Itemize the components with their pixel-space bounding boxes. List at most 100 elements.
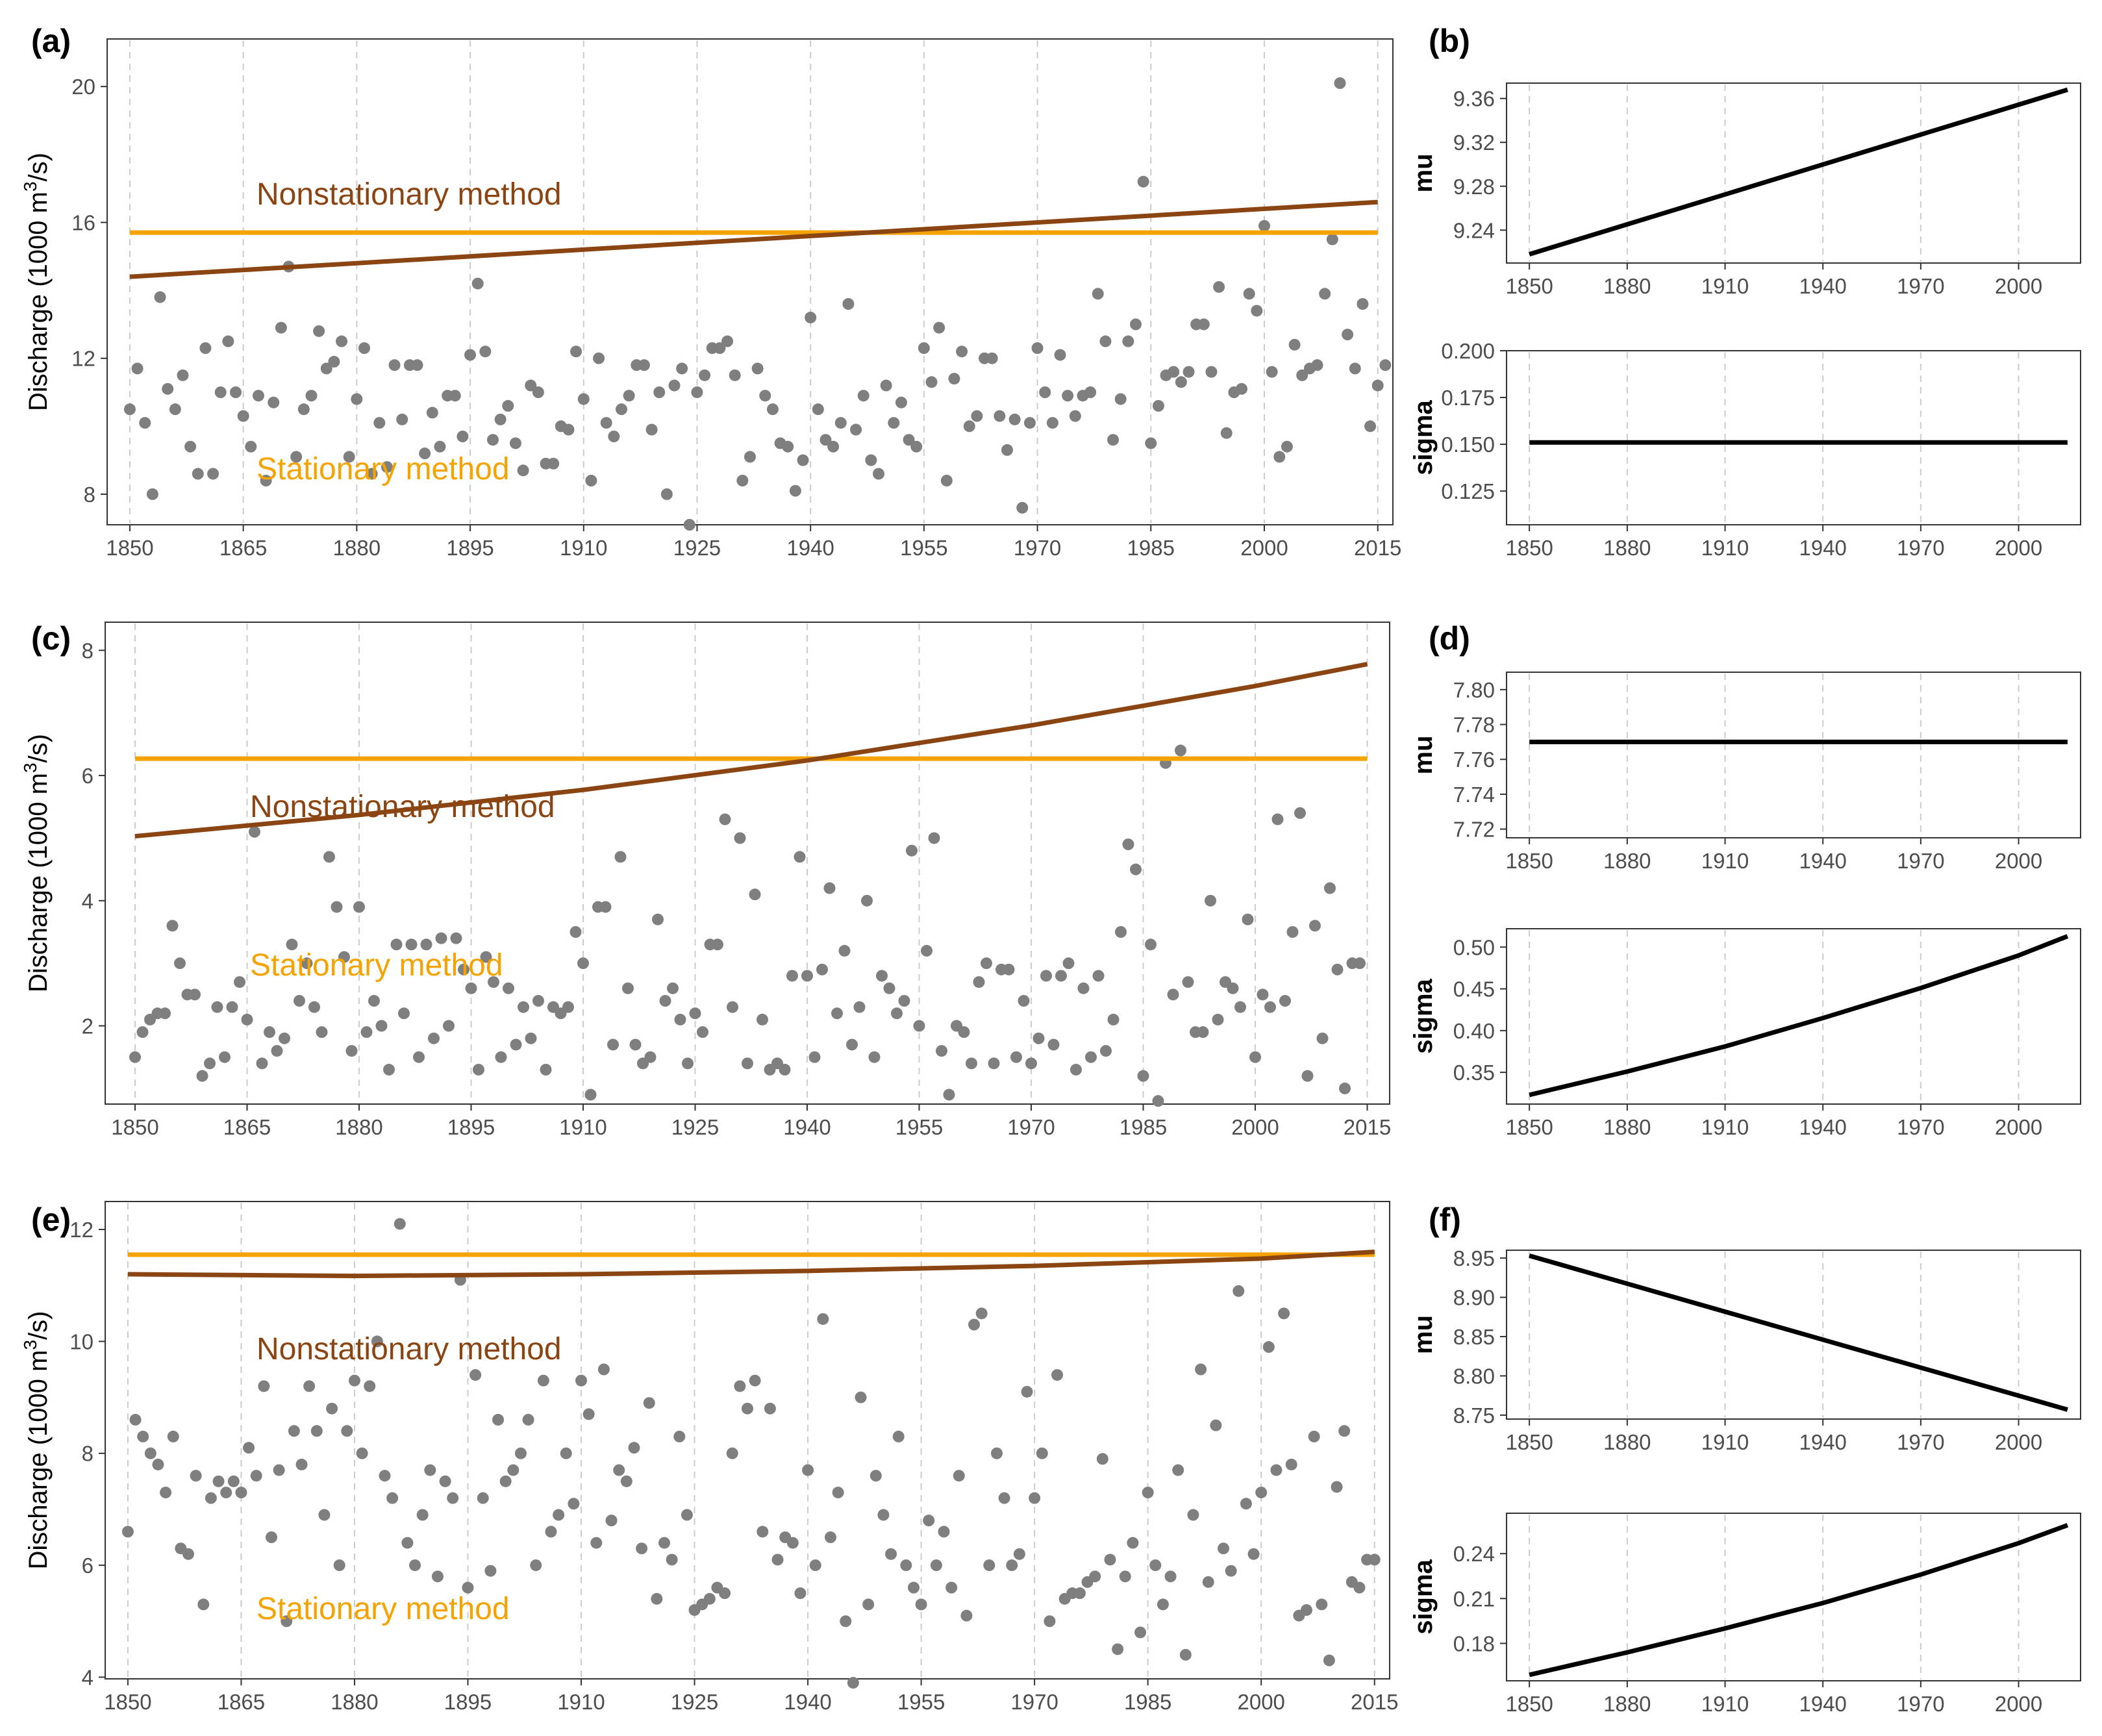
x-tick-label: 1850 <box>1505 1692 1553 1716</box>
data-point <box>766 403 779 416</box>
x-tick-label: 1910 <box>557 1690 605 1714</box>
data-point <box>205 1492 217 1504</box>
data-point <box>220 1487 232 1499</box>
data-point <box>368 995 380 1007</box>
y-tick-label: 0.40 <box>1453 1019 1495 1043</box>
data-point <box>184 440 197 453</box>
x-tick-label: 1925 <box>671 1115 719 1139</box>
data-point <box>275 321 287 334</box>
data-point <box>727 1001 738 1013</box>
data-point <box>286 938 298 951</box>
data-point <box>749 1374 761 1387</box>
x-tick-label: 1880 <box>331 1690 378 1714</box>
y-axis-title-prefix: Discharge (1000 m <box>24 773 53 992</box>
nonstationary-label: Nonstationary method <box>256 1332 562 1366</box>
data-point <box>757 1526 769 1538</box>
data-point <box>888 417 900 429</box>
data-point <box>265 1531 277 1543</box>
nonstationary-line <box>127 1250 1375 1279</box>
plot-frame <box>1506 350 2081 525</box>
data-point <box>636 1542 648 1555</box>
data-point <box>326 1402 338 1415</box>
data-point <box>532 995 544 1007</box>
data-point <box>428 1032 440 1044</box>
data-point <box>1270 1464 1282 1476</box>
x-tick-label: 1850 <box>104 1690 151 1714</box>
parameter-line <box>1529 1253 2068 1412</box>
data-point <box>241 1013 253 1025</box>
y-tick-label: 10 <box>69 1329 94 1353</box>
data-point <box>699 369 711 381</box>
data-point <box>1006 1559 1018 1572</box>
data-point <box>1368 1554 1381 1566</box>
x-tick-label: 1850 <box>1505 274 1553 298</box>
data-point <box>1353 1581 1366 1594</box>
data-point <box>1212 1013 1224 1025</box>
data-point <box>121 1526 134 1538</box>
data-point <box>462 1581 474 1594</box>
nonstationary-line <box>134 662 1368 839</box>
data-point <box>499 1475 512 1487</box>
data-point <box>1096 1453 1108 1465</box>
data-point <box>398 1007 410 1020</box>
data-point <box>336 335 348 347</box>
data-point <box>1152 399 1164 412</box>
data-point <box>413 1051 425 1063</box>
data-point <box>794 851 806 863</box>
data-point <box>986 352 998 364</box>
data-point <box>488 976 499 988</box>
data-point <box>838 944 851 957</box>
data-point <box>568 1498 580 1510</box>
panel-letter: (a) <box>31 23 71 59</box>
data-point <box>1331 963 1344 975</box>
data-point <box>764 1402 776 1415</box>
data-point <box>258 1380 270 1392</box>
y-tick-label: 7.76 <box>1453 748 1495 772</box>
data-point <box>396 413 408 425</box>
data-point <box>517 464 529 477</box>
data-point <box>873 468 884 480</box>
data-point <box>383 1064 395 1076</box>
data-point <box>719 1587 731 1600</box>
data-point <box>1044 1615 1056 1628</box>
data-point <box>320 362 332 375</box>
x-tick-label: 1970 <box>1014 536 1061 560</box>
data-point <box>1316 1032 1329 1044</box>
data-point <box>721 335 734 347</box>
panel-letter: (c) <box>31 620 71 657</box>
data-point <box>1326 233 1338 245</box>
data-point <box>1309 920 1321 932</box>
data-point <box>1205 366 1218 378</box>
data-point <box>328 355 340 368</box>
data-point <box>1168 366 1180 378</box>
data-point <box>689 1007 701 1020</box>
data-point <box>1205 894 1216 907</box>
data-point <box>434 440 446 453</box>
data-point <box>948 373 960 385</box>
data-point <box>560 1447 572 1459</box>
data-point <box>152 1458 164 1470</box>
panel-b-mu: 1850 1880 1910 1940 1970 2000 9.24 9.28 9.32 9.36… <box>1409 23 2081 298</box>
data-point <box>817 1313 829 1325</box>
data-point <box>794 1587 807 1600</box>
stationary-label: Stationary method <box>256 1592 510 1626</box>
x-tick-label: 1940 <box>1799 1692 1846 1716</box>
x-tick-label: 1895 <box>446 536 494 560</box>
y-tick-label: 7.80 <box>1453 678 1495 702</box>
data-point <box>1114 393 1127 405</box>
x-tick-label: 1970 <box>1007 1115 1055 1139</box>
data-point <box>540 1064 552 1076</box>
data-point <box>1036 1447 1048 1459</box>
data-point <box>712 938 723 951</box>
data-point <box>424 1464 436 1476</box>
data-point <box>1225 1565 1237 1577</box>
data-point <box>1130 863 1142 875</box>
data-point <box>1301 1604 1313 1616</box>
y-tick-label: 7.78 <box>1453 713 1495 737</box>
data-point <box>189 988 201 1001</box>
data-point <box>1130 318 1142 331</box>
y-tick-label: 8.80 <box>1453 1364 1495 1388</box>
data-point <box>494 413 507 425</box>
x-tick-label: 1850 <box>106 536 153 560</box>
data-point <box>614 851 627 863</box>
